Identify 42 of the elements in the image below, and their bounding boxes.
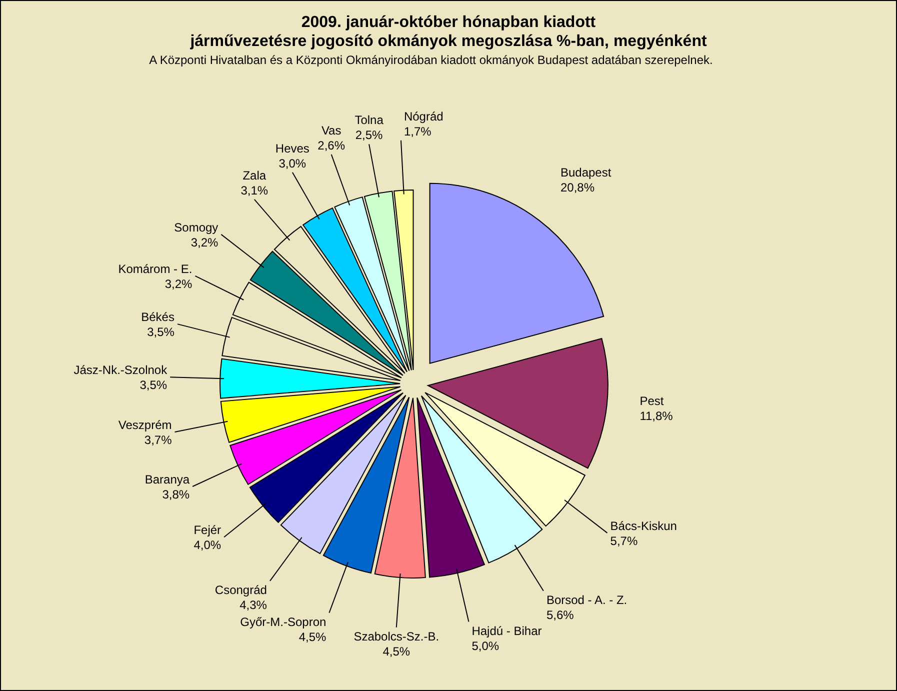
data-label: 20,8% [560, 180, 595, 195]
chart-subtitle: A Központi Hivatalban és a Központi Okmányirodában kiadott okmányok Budapest adatában szerepelnek. [148, 53, 714, 67]
data-label: 3,8% [162, 488, 190, 502]
slice-label: Csongrád [214, 582, 267, 597]
data-label: 2,6% [318, 138, 346, 152]
slice-label: Bács-Kiskun [610, 518, 677, 533]
slice-label: Komárom - E. [118, 262, 192, 276]
data-label: 1,7% [404, 124, 432, 138]
slice-label: Heves [275, 141, 310, 156]
data-label: 3,2% [164, 276, 193, 291]
data-label: 4,5% [298, 630, 327, 644]
data-label: 11,8% [640, 408, 674, 423]
slice-label: Zala [242, 168, 266, 182]
data-label: 3,2% [190, 235, 219, 250]
data-label: 4,3% [240, 598, 268, 612]
slice-label: Baranya [144, 472, 190, 486]
data-label: 5,6% [546, 608, 574, 622]
slice-label: Somogy [174, 220, 218, 234]
data-label: 2,5% [355, 128, 384, 142]
data-label: 5,7% [610, 534, 638, 548]
data-label: 5,0% [472, 638, 500, 653]
data-label: 3,7% [144, 432, 172, 447]
slice-label: Pest [640, 394, 664, 408]
data-label: 3,0% [278, 156, 306, 170]
slice-label: Vas [321, 123, 342, 138]
data-label: 4,0% [194, 538, 222, 552]
data-label: 4,5% [382, 644, 410, 658]
slice-label: Budapest [560, 166, 612, 180]
slice-label: Győr-M.-Sopron [240, 614, 326, 629]
slice-label: Nógrád [404, 109, 444, 124]
slice-label: Tolna [354, 113, 384, 128]
slice-label: Fejér [194, 523, 222, 538]
slice-label: Szabolcs-Sz.-B. [354, 629, 440, 644]
data-label: 3,1% [240, 183, 268, 198]
data-label: 3,5% [140, 378, 168, 392]
chart-title: 2009. január-október hónapban kiadott járművezetésre jogosító okmányok megoszlása %-ban, megyénként [189, 13, 708, 51]
data-label: 3,5% [147, 325, 175, 340]
slice-label: Borsod - A. - Z. [546, 592, 628, 607]
slice-label: Békés [141, 310, 174, 324]
slice-label: Veszprém [118, 418, 172, 432]
slice-label: Jász-Nk.-Szolnok [74, 363, 168, 378]
slice-label: Hajdú - Bihar [472, 624, 542, 638]
